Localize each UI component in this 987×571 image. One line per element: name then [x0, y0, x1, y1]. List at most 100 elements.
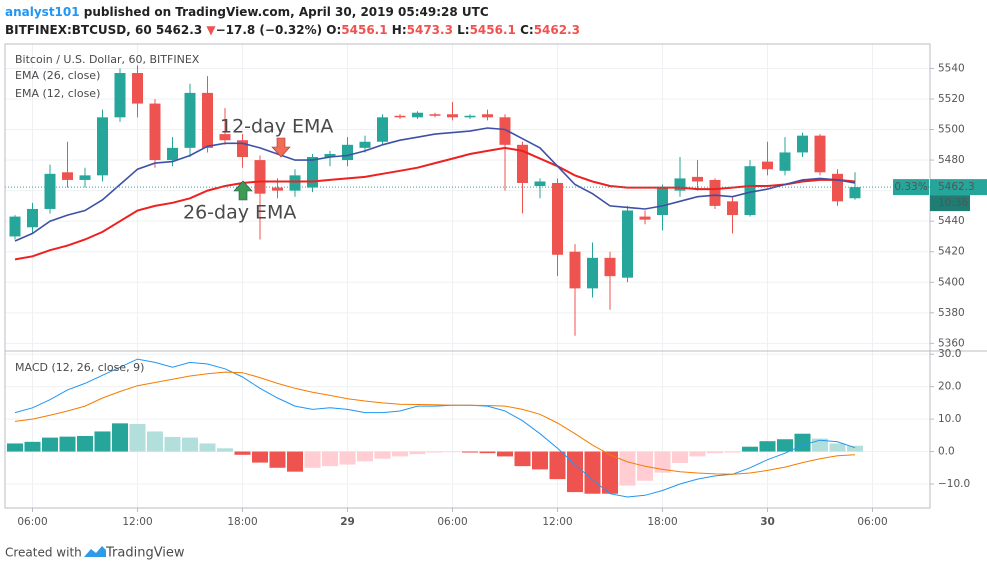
ema-line: [14, 127, 856, 242]
histogram-bar: [234, 451, 251, 455]
histogram-bar: [357, 451, 373, 462]
histogram-bar: [602, 451, 618, 494]
histogram-bar: [462, 451, 478, 453]
y-tick-label: 5380: [938, 307, 965, 319]
candle-body: [762, 161, 773, 170]
ohlc-label: L:: [457, 23, 469, 37]
y-tick-label: 30.0: [938, 348, 961, 360]
histogram-bar: [689, 451, 706, 457]
legend-entry: EMA (12, close): [15, 87, 100, 100]
x-tick-label: 18:00: [647, 516, 677, 528]
histogram-bar: [269, 451, 286, 468]
candle-body: [744, 166, 756, 216]
candle-body: [27, 208, 38, 228]
y-tick-label: 5520: [938, 93, 965, 105]
change-tag: 0.33%: [894, 181, 927, 193]
candle-body: [237, 140, 248, 158]
marks: [5, 65, 930, 498]
quote: BITFINEX:BTCUSD, 60 5462.3 ▼−17.8 (−0.32…: [5, 23, 580, 37]
candle-body: [832, 173, 843, 202]
candle-body: [62, 172, 73, 180]
histogram-bar: [532, 451, 548, 470]
histogram-bar: [549, 451, 566, 480]
candle-body: [622, 210, 633, 278]
footer-brand[interactable]: TradingView: [105, 546, 185, 561]
candle-body: [814, 135, 826, 173]
histogram-bar: [374, 451, 391, 459]
y-tick-label: 0.0: [938, 446, 955, 458]
candle-body: [587, 257, 598, 289]
x-tick-label: 30: [760, 516, 775, 528]
x-tick-label: 12:00: [542, 516, 572, 528]
histogram-bar: [94, 431, 111, 452]
candle-body: [184, 92, 196, 148]
macd-line: [14, 371, 856, 475]
annotation-arrow: [233, 180, 253, 201]
candle-body: [657, 187, 668, 216]
histogram-bar: [252, 451, 268, 463]
candle-body: [307, 157, 318, 188]
last: 5462.3: [156, 23, 202, 37]
candle-body: [604, 257, 616, 277]
candle-body: [797, 135, 808, 153]
histogram-bar: [409, 451, 426, 455]
candle-body: [499, 117, 511, 145]
footer-text: Created with: [5, 546, 82, 560]
histogram-bar: [672, 451, 688, 463]
logo: [84, 546, 106, 557]
y-tick-label: 10.0: [938, 413, 961, 425]
price-tag: 5462.3: [938, 181, 975, 193]
change-tag-bg: [893, 179, 929, 196]
candle-body: [482, 114, 493, 118]
ema-line: [14, 146, 856, 261]
candle-body: [359, 141, 371, 148]
candle-body: [569, 251, 581, 289]
histogram-bar: [322, 451, 338, 467]
histogram-bar: [479, 451, 496, 454]
histogram-bar: [147, 431, 163, 452]
legend-entry: EMA (26, close): [15, 69, 100, 82]
candle-body: [394, 115, 406, 118]
x-tick-label: 06:00: [857, 516, 887, 528]
ohlc-value: 5456.1: [341, 23, 387, 37]
histogram-bar: [654, 451, 671, 473]
candle-body: [429, 114, 441, 116]
author[interactable]: analyst101: [5, 5, 80, 19]
histogram-bar: [339, 451, 356, 465]
candle-body: [342, 144, 353, 161]
histogram-bar: [77, 435, 93, 452]
y-tick-label: 5440: [938, 215, 965, 227]
candle-body: [324, 153, 336, 158]
histogram-bar: [847, 445, 863, 452]
candle-body: [377, 117, 388, 142]
ohlc-value: 5456.1: [470, 23, 516, 37]
histogram-bar: [129, 423, 146, 452]
ohlc-label: H:: [392, 23, 407, 37]
ohlc-label: O:: [326, 23, 341, 37]
candle-body: [132, 73, 143, 104]
labels: Bitcoin / U.S. Dollar, 60, BITFINEX EMA …: [15, 53, 987, 528]
change: −17.8 (−0.32%): [216, 23, 323, 37]
histogram-bar: [392, 451, 408, 457]
macd-line: [14, 358, 856, 498]
histogram-bar: [514, 451, 531, 467]
price-tag-bg: [930, 179, 987, 196]
change-arrow: ▼: [206, 23, 216, 37]
histogram-bar: [497, 451, 513, 457]
candle-body: [9, 216, 21, 237]
candle-body: [272, 187, 283, 191]
histogram-bar: [619, 451, 636, 486]
x-tick-label: 29: [340, 516, 355, 528]
y-tick-label: 5420: [938, 246, 965, 258]
histogram-bar: [567, 451, 583, 493]
histogram-bar: [742, 446, 758, 452]
y-tick-label: 5480: [938, 154, 965, 166]
y-tick-label: 5360: [938, 337, 965, 349]
candle-body: [779, 152, 791, 171]
candle-body: [552, 182, 563, 255]
histogram-bar: [217, 448, 233, 452]
y-tick-label: −10.0: [938, 478, 970, 490]
x-tick-label: 18:00: [227, 516, 257, 528]
